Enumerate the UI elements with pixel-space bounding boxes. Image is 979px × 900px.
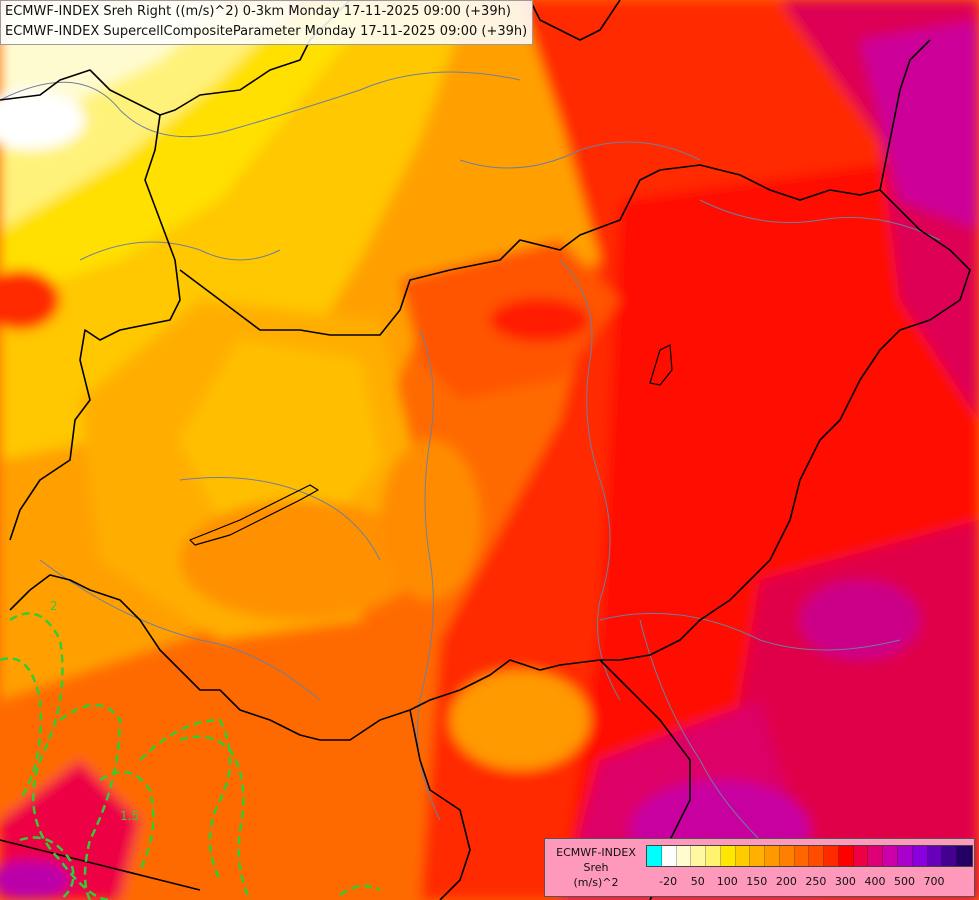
legend-swatch [883,846,899,866]
legend-tick: 50 [690,875,705,888]
legend-tick-labels: -20 50 100 150 200 250 300 400 500 700 [646,875,971,889]
legend-swatch [868,846,884,866]
map-title-scp: ECMWF-INDEX SupercellCompositeParameter … [5,24,528,39]
legend-color-scale [646,845,973,867]
legend-swatch [794,846,810,866]
scp-contour-labels: 1.5 2 [50,599,139,823]
legend-tick: 100 [716,875,738,888]
legend-swatch [824,846,839,866]
legend-swatch [912,846,928,866]
legend-tick: 200 [775,875,797,888]
legend-source: ECMWF-INDEX [556,846,636,859]
legend-swatch [735,846,751,866]
scp-contour-label: 1.5 [120,809,139,823]
rivers [0,71,941,841]
legend-swatch [942,846,958,866]
legend-unit: (m/s)^2 [573,876,619,889]
legend-swatch [957,846,972,866]
legend-swatch [779,846,795,866]
legend-tick: 700 [923,875,945,888]
legend-swatch [676,846,692,866]
legend-tick: 300 [834,875,856,888]
color-legend: ECMWF-INDEX Sreh (m/s)^2 -20 50 100 150 200 2… [544,838,975,897]
legend-tick: 500 [894,875,916,888]
legend-swatch [853,846,869,866]
legend-swatch [765,846,780,866]
scp-contour-label: 2 [50,599,58,613]
legend-swatch [838,846,854,866]
legend-title: ECMWF-INDEX Sreh (m/s)^2 [549,845,643,890]
legend-swatch [647,846,662,866]
legend-swatch [750,846,766,866]
legend-swatch [720,846,736,866]
legend-swatch [661,846,677,866]
legend-swatch [927,846,943,866]
legend-tick: -20 [659,875,678,888]
legend-tick: 400 [864,875,886,888]
legend-swatch [898,846,913,866]
legend-swatch [691,846,707,866]
legend-swatch [706,846,721,866]
legend-tick: 250 [805,875,827,888]
scp-contours [0,612,381,900]
legend-tick: 150 [746,875,768,888]
map-title-sreh: ECMWF-INDEX Sreh Right ((m/s)^2) 0-3km M… [5,4,511,19]
legend-swatch [809,846,825,866]
legend-variable: Sreh [583,861,609,874]
map-title-box: ECMWF-INDEX Sreh Right ((m/s)^2) 0-3km M… [0,0,534,45]
